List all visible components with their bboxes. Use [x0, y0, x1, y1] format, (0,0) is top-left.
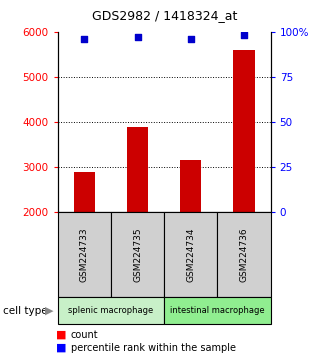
Text: GSM224735: GSM224735 [133, 228, 142, 282]
Text: GSM224734: GSM224734 [186, 228, 195, 282]
Text: splenic macrophage: splenic macrophage [68, 306, 153, 315]
Text: percentile rank within the sample: percentile rank within the sample [71, 343, 236, 353]
Text: ■: ■ [56, 330, 67, 339]
Text: intestinal macrophage: intestinal macrophage [170, 306, 265, 315]
Bar [127, 127, 148, 303]
Bar [233, 50, 255, 303]
Text: count: count [71, 330, 99, 339]
Text: ▶: ▶ [45, 306, 53, 316]
Text: cell type: cell type [3, 306, 48, 316]
Point [82, 36, 87, 42]
Bar [180, 160, 201, 303]
Bar [74, 172, 95, 303]
Point [135, 34, 140, 40]
Point [188, 36, 193, 42]
Point [241, 33, 247, 38]
Text: GSM224736: GSM224736 [240, 228, 248, 282]
Text: GSM224733: GSM224733 [80, 228, 89, 282]
Text: ■: ■ [56, 343, 67, 353]
Text: GDS2982 / 1418324_at: GDS2982 / 1418324_at [92, 10, 238, 22]
